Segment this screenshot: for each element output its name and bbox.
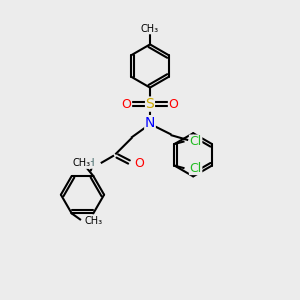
- Text: Cl: Cl: [190, 161, 202, 175]
- Text: CH₃: CH₃: [141, 24, 159, 34]
- Text: S: S: [146, 97, 154, 111]
- Text: O: O: [122, 98, 131, 111]
- Text: CH₃: CH₃: [85, 216, 103, 226]
- Text: NH: NH: [79, 158, 96, 168]
- Text: O: O: [134, 157, 144, 170]
- Text: O: O: [169, 98, 178, 111]
- Text: N: N: [145, 116, 155, 130]
- Text: CH₃: CH₃: [72, 158, 90, 168]
- Text: Cl: Cl: [190, 135, 202, 148]
